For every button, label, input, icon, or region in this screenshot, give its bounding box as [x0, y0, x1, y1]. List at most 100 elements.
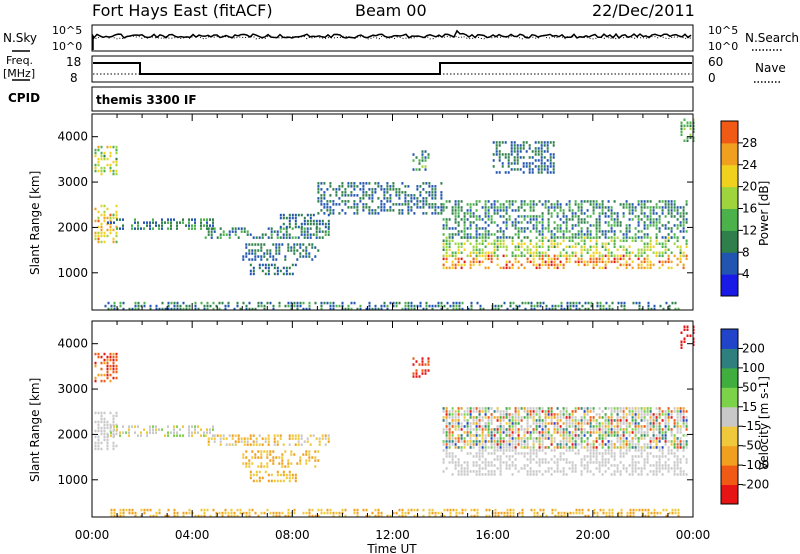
power-cell: [487, 257, 490, 261]
power-cell: [498, 144, 501, 147]
power-cell: [610, 251, 613, 254]
power-cell: [317, 182, 320, 185]
power-cell: [531, 156, 534, 159]
power-cell: [628, 224, 631, 227]
velocity-cell: [577, 437, 580, 440]
y-tick-label: 3000: [57, 175, 88, 189]
power-cell: [389, 185, 392, 188]
velocity-cell: [240, 437, 243, 440]
power-cell: [272, 258, 275, 261]
power-cell: [562, 248, 565, 251]
power-cell: [269, 301, 272, 305]
power-cell: [320, 188, 323, 191]
power-cell: [535, 203, 538, 206]
velocity-cell: [520, 446, 523, 449]
velocity-cell: [544, 446, 547, 449]
velocity-cell: [631, 455, 634, 458]
velocity-cell: [622, 464, 625, 467]
power-cell: [577, 233, 580, 236]
power-cell: [601, 200, 604, 203]
power-cell: [254, 249, 257, 252]
power-cell: [625, 248, 628, 251]
power-cell: [209, 218, 211, 221]
velocity-cell: [386, 514, 389, 518]
power-cell: [457, 248, 460, 251]
velocity-cell: [602, 511, 605, 515]
velocity-cell: [667, 428, 670, 431]
power-cell: [115, 148, 118, 152]
velocity-cell: [631, 440, 634, 443]
power-cell: [559, 227, 562, 230]
power-cell: [538, 230, 541, 233]
velocity-cell: [484, 437, 487, 440]
power-cell: [590, 304, 593, 308]
velocity-cell: [200, 514, 203, 518]
power-cell: [210, 230, 213, 233]
velocity-cell: [535, 431, 538, 434]
power-cell: [451, 263, 454, 267]
power-cell: [508, 236, 511, 239]
velocity-cell: [445, 443, 448, 446]
power-cell: [529, 239, 532, 242]
velocity-cell: [529, 473, 532, 476]
velocity-cell: [276, 443, 279, 446]
velocity-cell: [679, 419, 682, 422]
velocity-cell: [401, 511, 404, 515]
nsky-tick-top: 10^5: [52, 24, 82, 37]
velocity-cell: [252, 443, 255, 446]
power-cell: [487, 200, 490, 203]
power-cell: [607, 206, 610, 209]
velocity-cell: [538, 446, 541, 449]
velocity-cell: [508, 413, 511, 416]
power-cell: [109, 222, 112, 226]
velocity-cell: [631, 413, 634, 416]
velocity-cell: [568, 425, 571, 428]
velocity-cell: [673, 443, 676, 446]
colorbar-tick-label: 4: [742, 267, 750, 281]
velocity-cell: [134, 431, 136, 434]
power-cell: [574, 236, 577, 239]
power-cell: [622, 263, 625, 267]
power-cell: [291, 272, 294, 276]
velocity-cell: [454, 416, 457, 419]
velocity-cell: [676, 416, 679, 419]
velocity-cell: [119, 514, 122, 518]
power-cell: [637, 263, 640, 267]
power-cell: [305, 249, 308, 252]
power-cell: [595, 260, 598, 264]
power-cell: [248, 307, 251, 311]
power-cell: [451, 260, 454, 264]
power-cell: [254, 243, 257, 246]
power-cell: [563, 307, 566, 311]
velocity-cell: [562, 407, 565, 410]
power-cell: [469, 260, 472, 264]
velocity-cell: [649, 422, 652, 425]
velocity-cell: [110, 431, 112, 434]
velocity-cell: [610, 455, 613, 458]
power-cell: [513, 156, 516, 159]
velocity-cell: [155, 428, 157, 431]
power-cell: [505, 248, 508, 251]
power-cell: [686, 124, 689, 127]
power-cell: [667, 203, 670, 206]
power-cell: [472, 260, 475, 264]
velocity-cell: [562, 437, 565, 440]
power-cell: [442, 254, 445, 257]
power-cell: [308, 243, 311, 246]
velocity-cell: [667, 458, 670, 461]
velocity-cell: [395, 511, 398, 515]
power-cell: [94, 237, 97, 241]
power-cell: [454, 266, 457, 270]
power-cell: [664, 245, 667, 248]
velocity-cell: [655, 416, 658, 419]
velocity-cell: [475, 425, 478, 428]
power-cell: [368, 194, 371, 197]
power-cell: [167, 301, 170, 305]
power-cell: [469, 203, 472, 206]
power-cell: [637, 248, 640, 251]
power-cell: [380, 185, 383, 188]
power-cell: [451, 227, 454, 230]
power-cell: [501, 141, 504, 144]
power-cell: [628, 206, 631, 209]
velocity-cell: [523, 440, 526, 443]
